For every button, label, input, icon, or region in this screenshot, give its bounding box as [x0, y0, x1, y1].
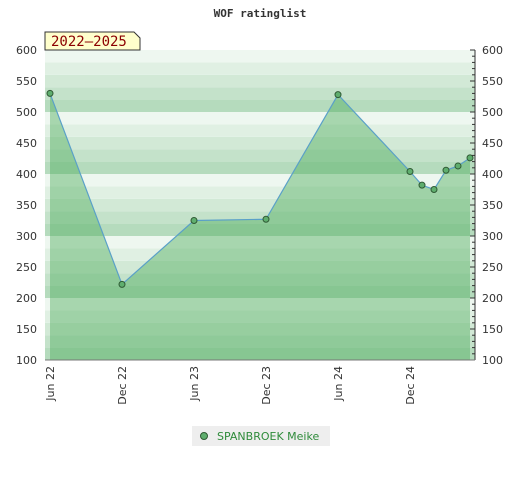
data-point: [442, 166, 450, 174]
y-tick-label-left: 150: [16, 323, 37, 336]
y-tick-label-left: 300: [16, 230, 37, 243]
x-tick-label: Jun 22: [44, 366, 57, 402]
band: [45, 62, 475, 75]
chart-title: WOF ratinglist: [214, 7, 307, 20]
band: [45, 273, 475, 286]
y-tick-label-left: 200: [16, 292, 37, 305]
y-tick-label-right: 150: [482, 323, 503, 336]
data-point: [262, 215, 270, 223]
data-points: [46, 89, 474, 288]
band: [45, 112, 475, 125]
band: [45, 223, 475, 236]
band: [45, 260, 475, 274]
band: [45, 186, 475, 199]
y-tick-label-left: 450: [16, 137, 37, 150]
x-tick-label: Dec 22: [116, 366, 129, 405]
y-tick-label-right: 200: [482, 292, 503, 305]
data-point: [46, 89, 54, 97]
band: [45, 236, 475, 249]
legend-marker: [200, 432, 208, 440]
band: [45, 285, 475, 298]
data-point: [430, 186, 438, 193]
x-tick-label: Dec 23: [260, 366, 273, 405]
data-point: [418, 181, 426, 189]
y-tick-label-left: 350: [16, 199, 37, 212]
y-tick-label-right: 500: [482, 106, 503, 119]
y-tick-label-left: 250: [16, 261, 37, 274]
band: [45, 99, 475, 112]
data-point: [466, 154, 474, 162]
y-axis-right: 100 150 200 250 300 350 400 450 500 550 600: [45, 44, 503, 367]
y-tick-label-left: 400: [16, 168, 37, 181]
y-tick-label-right: 100: [482, 354, 503, 367]
x-tick-label: Dec 24: [404, 366, 417, 405]
y-tick-label-right: 450: [482, 137, 503, 150]
period-badge: 2022–2025: [44, 31, 141, 51]
band: [45, 322, 475, 336]
y-tick-label-left: 500: [16, 106, 37, 119]
data-point: [406, 168, 414, 176]
band: [45, 50, 475, 63]
rating-area: [50, 93, 470, 361]
band: [45, 310, 475, 323]
y-tick-label-left: 550: [16, 75, 37, 88]
background-bands: [45, 50, 475, 360]
band: [45, 74, 475, 88]
y-axis-left: 100 150 200 250 300 350 400 450 500 550 600: [16, 44, 37, 367]
period-badge-text: 2022–2025: [51, 34, 127, 50]
band: [45, 124, 475, 137]
y-tick-label-right: 300: [482, 230, 503, 243]
y-tick-label-left: 600: [16, 44, 37, 57]
y-tick-label-right: 400: [482, 168, 503, 181]
band: [45, 149, 475, 162]
band: [45, 298, 475, 311]
band: [45, 87, 475, 100]
data-point: [190, 217, 198, 224]
band: [45, 335, 475, 348]
band: [45, 198, 475, 212]
x-tick-label: Jun 23: [188, 366, 201, 402]
y-tick-label-left: 100: [16, 354, 37, 367]
band: [45, 161, 475, 174]
band: [45, 136, 475, 150]
legend-series-name: SPANBROEK Meike: [217, 430, 319, 443]
band: [45, 174, 475, 187]
x-axis: Jun 22 Dec 22 Jun 23 Dec 23 Jun 24 Dec 24: [44, 366, 417, 405]
x-tick-label: Jun 24: [332, 366, 345, 402]
data-point: [334, 91, 342, 99]
y-tick-label-right: 250: [482, 261, 503, 274]
y-tick-label-right: 350: [482, 199, 503, 212]
band: [45, 347, 475, 360]
legend: SPANBROEK Meike: [192, 426, 330, 446]
band: [45, 211, 475, 224]
y-tick-label-right: 600: [482, 44, 503, 57]
data-point: [118, 280, 126, 288]
y-tick-label-right: 550: [482, 75, 503, 88]
data-point: [454, 162, 462, 170]
